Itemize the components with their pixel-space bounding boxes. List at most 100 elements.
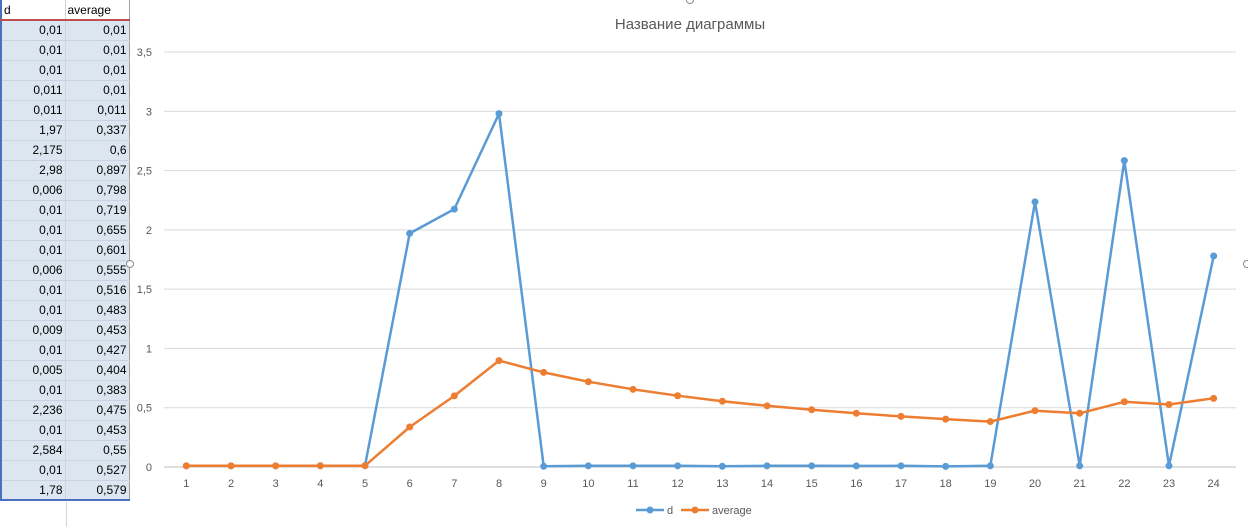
data-point-average[interactable] [182, 462, 190, 470]
cell-average[interactable]: 0,337 [65, 120, 130, 141]
cell-d[interactable]: 0,011 [0, 100, 66, 121]
data-point-average[interactable] [450, 392, 458, 400]
cell-d[interactable]: 0,01 [0, 20, 66, 41]
data-point-average[interactable] [674, 392, 682, 400]
cell-d[interactable]: 0,01 [0, 240, 66, 261]
cell-d[interactable]: 0,006 [0, 180, 66, 201]
cell-average[interactable]: 0,897 [65, 160, 130, 181]
cell-d[interactable]: 2,584 [0, 440, 66, 461]
data-point-d[interactable] [1076, 462, 1084, 470]
cell-d[interactable]: 2,98 [0, 160, 66, 181]
legend[interactable]: d average [636, 505, 752, 517]
series-line-average[interactable] [186, 359, 1214, 468]
data-point-average[interactable] [406, 423, 414, 431]
data-point-average[interactable] [897, 412, 905, 420]
cell-average[interactable]: 0,01 [65, 80, 130, 101]
data-point-average[interactable] [1120, 398, 1128, 406]
cell-d[interactable]: 0,01 [0, 420, 66, 441]
cell-d[interactable]: 2,236 [0, 400, 66, 421]
cell-average[interactable]: 0,516 [65, 280, 130, 301]
cell-d[interactable]: 0,009 [0, 320, 66, 341]
cell-d[interactable]: 0,01 [0, 200, 66, 221]
cell-d[interactable]: 0,011 [0, 80, 66, 101]
cell-average[interactable]: 0,798 [65, 180, 130, 201]
cell-d[interactable]: 0,01 [0, 340, 66, 361]
data-point-average[interactable] [718, 397, 726, 405]
cell-average[interactable]: 0,01 [65, 20, 130, 41]
cell-d[interactable]: 1,97 [0, 120, 66, 141]
cell-d[interactable]: 0,01 [0, 460, 66, 481]
empty-cells[interactable] [0, 502, 130, 527]
data-point-average[interactable] [1165, 401, 1173, 409]
cell-average[interactable]: 0,01 [65, 60, 130, 81]
cell-d[interactable]: 0,01 [0, 380, 66, 401]
data-point-d[interactable] [584, 462, 592, 470]
data-point-average[interactable] [852, 409, 860, 417]
data-point-average[interactable] [361, 462, 369, 470]
cell-average[interactable]: 0,01 [65, 40, 130, 61]
cell-d[interactable]: 1,78 [0, 480, 66, 501]
cell-d[interactable]: 0,01 [0, 280, 66, 301]
column-header-average[interactable]: average [65, 0, 130, 21]
cell-average[interactable]: 0,475 [65, 400, 130, 421]
cell-d[interactable]: 0,006 [0, 260, 66, 281]
data-point-average[interactable] [495, 357, 503, 365]
data-point-average[interactable] [1031, 407, 1039, 415]
data-point-average[interactable] [986, 418, 994, 426]
cell-d[interactable]: 2,175 [0, 140, 66, 161]
cell-d[interactable]: 0,005 [0, 360, 66, 381]
resize-handle-left[interactable] [126, 260, 134, 268]
data-point-d[interactable] [450, 205, 458, 213]
line-chart[interactable]: 0 0,5 1 1,5 2 2,5 3 3,5 1 2 3 4 5 6 7 8 9 10 11 12 13 14 15 16… [126, 0, 1248, 527]
cell-average[interactable]: 0,579 [65, 480, 130, 501]
data-point-average[interactable] [629, 385, 637, 393]
data-point-d[interactable] [495, 110, 503, 118]
cell-average[interactable]: 0,527 [65, 460, 130, 481]
data-point-average[interactable] [808, 406, 816, 414]
cell-d[interactable]: 0,01 [0, 60, 66, 81]
cell-average[interactable]: 0,383 [65, 380, 130, 401]
data-point-d[interactable] [540, 462, 548, 470]
data-point-average[interactable] [942, 415, 950, 423]
data-point-d[interactable] [718, 462, 726, 470]
cell-average[interactable]: 0,011 [65, 100, 130, 121]
data-point-d[interactable] [406, 229, 414, 237]
cell-d[interactable]: 0,01 [0, 300, 66, 321]
resize-handle-right[interactable] [1243, 260, 1248, 268]
cell-average[interactable]: 0,6 [65, 140, 130, 161]
data-point-d[interactable] [763, 462, 771, 470]
data-point-average[interactable] [540, 368, 548, 376]
cell-average[interactable]: 0,453 [65, 420, 130, 441]
cell-average[interactable]: 0,55 [65, 440, 130, 461]
data-point-d[interactable] [1165, 462, 1173, 470]
cell-average[interactable]: 0,404 [65, 360, 130, 381]
data-point-d[interactable] [1210, 252, 1218, 260]
cell-average[interactable]: 0,601 [65, 240, 130, 261]
data-point-d[interactable] [1031, 198, 1039, 206]
data-point-d[interactable] [852, 462, 860, 470]
data-point-average[interactable] [584, 378, 592, 386]
data-point-d[interactable] [629, 462, 637, 470]
data-point-d[interactable] [1120, 157, 1128, 165]
chart-title[interactable]: Название диаграммы [615, 16, 765, 33]
data-point-d[interactable] [674, 462, 682, 470]
cell-d[interactable]: 0,01 [0, 220, 66, 241]
cell-average[interactable]: 0,655 [65, 220, 130, 241]
data-point-average[interactable] [272, 462, 280, 470]
cell-d[interactable]: 0,01 [0, 40, 66, 61]
data-point-d[interactable] [808, 462, 816, 470]
data-point-average[interactable] [227, 462, 235, 470]
data-point-d[interactable] [897, 462, 905, 470]
data-point-average[interactable] [316, 462, 324, 470]
cell-average[interactable]: 0,453 [65, 320, 130, 341]
column-header-d[interactable]: d [0, 0, 66, 21]
cell-average[interactable]: 0,719 [65, 200, 130, 221]
data-point-d[interactable] [942, 462, 950, 470]
cell-average[interactable]: 0,555 [65, 260, 130, 281]
data-point-d[interactable] [986, 462, 994, 470]
cell-average[interactable]: 0,483 [65, 300, 130, 321]
data-point-average[interactable] [1210, 394, 1218, 402]
data-point-average[interactable] [1076, 409, 1084, 417]
cell-average[interactable]: 0,427 [65, 340, 130, 361]
data-point-average[interactable] [763, 402, 771, 410]
